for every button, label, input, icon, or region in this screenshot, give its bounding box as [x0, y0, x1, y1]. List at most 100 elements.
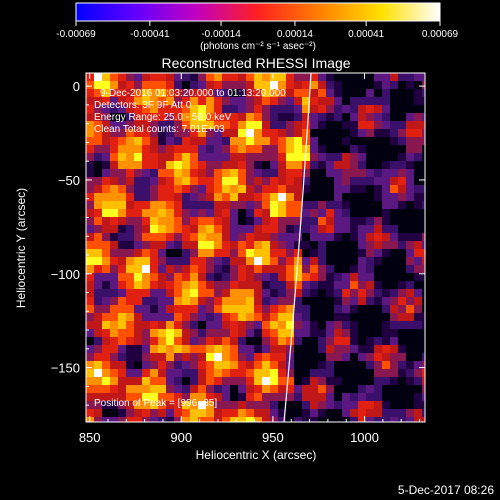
image-pixel [94, 369, 102, 377]
image-pixel [406, 233, 414, 241]
image-pixel [270, 225, 278, 233]
image-pixel [422, 89, 425, 97]
image-pixel [270, 281, 278, 289]
image-pixel [254, 289, 262, 297]
image-pixel [182, 249, 190, 257]
image-pixel [294, 121, 302, 129]
image-pixel [398, 281, 406, 289]
image-pixel [134, 105, 142, 113]
image-pixel [110, 281, 118, 289]
image-pixel [310, 337, 318, 345]
image-pixel [278, 345, 286, 353]
image-pixel [294, 73, 302, 81]
image-pixel [94, 73, 102, 81]
image-pixel [246, 193, 254, 201]
image-pixel [190, 121, 198, 129]
image-pixel [254, 305, 262, 313]
image-pixel [302, 177, 310, 185]
image-pixel [118, 97, 126, 105]
image-pixel [334, 401, 342, 409]
image-pixel [342, 337, 350, 345]
image-pixel [254, 161, 262, 169]
image-pixel [294, 329, 302, 337]
image-pixel [222, 225, 230, 233]
image-pixel [398, 377, 406, 385]
image-pixel [230, 193, 238, 201]
image-pixel [262, 417, 270, 422]
image-pixel [278, 377, 286, 385]
image-pixel [214, 73, 222, 81]
image-pixel [190, 233, 198, 241]
image-pixel [382, 225, 390, 233]
image-pixel [206, 385, 214, 393]
image-pixel [150, 377, 158, 385]
image-pixel [134, 241, 142, 249]
image-pixel [102, 169, 110, 177]
image-pixel [238, 353, 246, 361]
image-pixel [326, 225, 334, 233]
image-pixel [302, 81, 310, 89]
image-pixel [350, 217, 358, 225]
image-pixel [286, 201, 294, 209]
image-pixel [110, 393, 118, 401]
image-pixel [142, 121, 150, 129]
image-pixel [366, 193, 374, 201]
image-pixel [262, 225, 270, 233]
y-axis-label: Heliocentric Y (arcsec) [14, 188, 28, 308]
image-pixel [214, 361, 222, 369]
image-pixel [190, 417, 198, 422]
image-pixel [246, 369, 254, 377]
image-pixel [110, 385, 118, 393]
image-pixel [102, 417, 110, 422]
image-pixel [294, 417, 302, 422]
image-pixel [262, 129, 270, 137]
annotation-energy-range: Energy Range: 25.0 - 50.0 keV [94, 112, 232, 123]
image-pixel [246, 129, 254, 137]
image-pixel [134, 185, 142, 193]
image-pixel [254, 321, 262, 329]
image-pixel [126, 353, 134, 361]
image-pixel [270, 177, 278, 185]
image-pixel [158, 401, 166, 409]
image-pixel [382, 289, 390, 297]
image-pixel [190, 177, 198, 185]
image-pixel [206, 113, 214, 121]
image-pixel [110, 113, 118, 121]
solar-limb-curve [283, 73, 312, 422]
image-pixel [390, 289, 398, 297]
image-pixel [126, 257, 134, 265]
image-pixel [358, 409, 366, 417]
image-pixel [150, 345, 158, 353]
image-pixel [350, 225, 358, 233]
image-pixel [126, 281, 134, 289]
image-pixel [310, 153, 318, 161]
image-pixel [342, 89, 350, 97]
image-pixel [374, 105, 382, 113]
image-pixel [374, 417, 382, 422]
image-pixel [286, 105, 294, 113]
image-pixel [302, 89, 310, 97]
image-pixel [366, 257, 374, 265]
image-pixel [214, 337, 222, 345]
image-pixel [326, 273, 334, 281]
image-pixel [342, 153, 350, 161]
image-pixel [222, 193, 230, 201]
image-pixel [366, 281, 374, 289]
image-pixel [350, 129, 358, 137]
image-pixel [182, 201, 190, 209]
image-pixel [182, 353, 190, 361]
image-pixel [350, 281, 358, 289]
image-pixel [182, 241, 190, 249]
image-pixel [190, 209, 198, 217]
image-pixel [286, 297, 294, 305]
image-pixel [190, 361, 198, 369]
image-pixel [238, 249, 246, 257]
image-pixel [86, 169, 94, 177]
image-pixel [198, 233, 206, 241]
image-pixel [342, 81, 350, 89]
image-pixel [342, 257, 350, 265]
image-pixel [326, 201, 334, 209]
image-pixel [350, 361, 358, 369]
image-pixel [142, 401, 150, 409]
image-pixel [150, 169, 158, 177]
